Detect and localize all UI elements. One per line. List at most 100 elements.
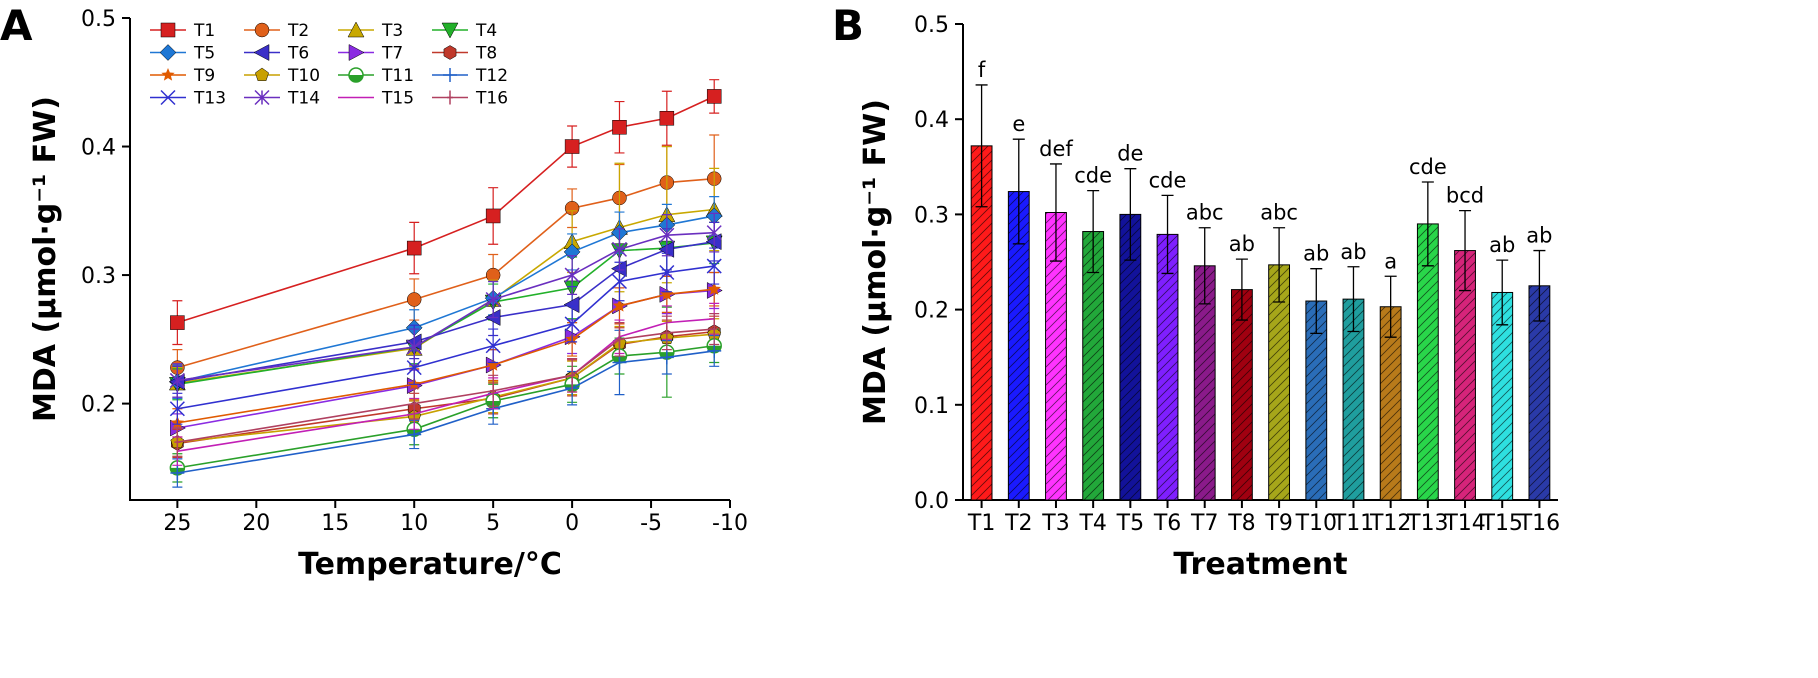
x-tick-label: T9 xyxy=(1264,511,1292,536)
bar-t9: abc T9 xyxy=(1260,201,1298,536)
legend-label: T1 xyxy=(193,21,215,41)
y-tick-label: 0.2 xyxy=(81,393,116,418)
y-tick-label: 0.2 xyxy=(914,299,949,324)
data-point xyxy=(706,225,722,241)
x-tick-label: -10 xyxy=(712,511,748,536)
error-bar xyxy=(975,84,988,208)
data-point xyxy=(707,282,721,295)
data-point xyxy=(486,358,500,371)
legend-item-t1: T1 xyxy=(150,21,215,41)
x-tick-label: T3 xyxy=(1041,511,1069,536)
bar-t14: bcd T14 xyxy=(1443,184,1485,536)
legend-item-t8: T8 xyxy=(432,44,497,64)
x-tick-label: 5 xyxy=(486,511,500,536)
error-bar xyxy=(1347,266,1360,333)
x-tick-label: T8 xyxy=(1227,511,1255,536)
series-t5 xyxy=(169,196,723,400)
bar-t3: def T3 xyxy=(1039,137,1073,536)
legend-label: T16 xyxy=(475,89,508,109)
series-t16 xyxy=(172,313,720,457)
series-line xyxy=(177,333,715,443)
x-axis-title: Treatment xyxy=(1173,547,1347,582)
series-t11 xyxy=(169,306,722,483)
y-axis-title: MDA (μmol·g⁻¹ FW) xyxy=(858,99,893,425)
error-bar xyxy=(1496,259,1509,326)
y-tick-label: 0.0 xyxy=(914,489,949,514)
data-point xyxy=(170,315,185,330)
panel-label-b: B xyxy=(832,1,864,50)
x-tick-label: T2 xyxy=(1004,511,1032,536)
legend-label: T2 xyxy=(287,21,309,41)
data-point xyxy=(659,350,674,365)
y-tick-label: 0.3 xyxy=(81,264,116,289)
legend-label: T5 xyxy=(193,44,215,64)
series-t4 xyxy=(168,221,723,401)
error-bar xyxy=(1235,258,1248,321)
series-line xyxy=(177,95,715,324)
bar-t16: ab T16 xyxy=(1518,224,1560,536)
significance-label: def xyxy=(1039,137,1073,161)
x-tick-label: 15 xyxy=(321,511,349,536)
legend-label: T14 xyxy=(287,89,320,109)
series-line xyxy=(177,177,715,369)
data-point xyxy=(706,89,722,104)
legend-label: T6 xyxy=(287,44,309,64)
legend-marker xyxy=(447,90,453,105)
error-bar xyxy=(1049,163,1062,262)
data-point xyxy=(564,267,580,283)
error-bar xyxy=(1273,227,1286,303)
error-bar xyxy=(1087,189,1100,274)
legend-label: T10 xyxy=(287,66,320,86)
y-tick-label: 0.4 xyxy=(81,136,116,161)
error-bar xyxy=(1198,227,1211,305)
data-point xyxy=(406,240,422,256)
y-tick-label: 0.5 xyxy=(914,13,949,38)
bar-t4: cde T4 xyxy=(1074,164,1112,536)
legend-item-t5: T5 xyxy=(150,44,215,64)
legend-item-t6: T6 xyxy=(244,44,309,64)
legend-marker xyxy=(443,45,457,60)
x-axis-title: Temperature/°C xyxy=(298,547,562,582)
data-point xyxy=(616,332,623,347)
bar-t2: e T2 xyxy=(1004,112,1032,536)
y-tick-label: 0.4 xyxy=(914,108,949,133)
data-point xyxy=(611,273,628,290)
data-point xyxy=(612,120,627,135)
x-tick-label: T16 xyxy=(1518,511,1560,536)
x-tick-label: T4 xyxy=(1078,511,1106,536)
legend-item-t2: T2 xyxy=(244,21,309,41)
data-point xyxy=(406,360,422,376)
x-tick-label: T1 xyxy=(967,511,995,536)
x-tick-label: T7 xyxy=(1190,511,1218,536)
x-tick-label: T14 xyxy=(1443,511,1485,536)
legend-marker xyxy=(159,44,177,61)
x-tick-label: 10 xyxy=(400,511,428,536)
legend-marker xyxy=(254,22,270,38)
x-tick-label: T11 xyxy=(1332,511,1374,536)
legend-item-t12: T12 xyxy=(432,66,508,86)
data-point xyxy=(569,368,576,383)
bar-t13: cde T13 xyxy=(1406,155,1448,536)
legend-label: T8 xyxy=(475,44,497,64)
legend-item-t14: T14 xyxy=(244,89,320,109)
series-line xyxy=(177,215,715,383)
legend-marker xyxy=(253,44,270,61)
data-point xyxy=(490,383,497,398)
bar-t1: f T1 xyxy=(967,58,995,536)
bar-t15: ab T15 xyxy=(1481,233,1523,536)
legend-marker xyxy=(254,89,270,106)
error-bar xyxy=(1384,275,1397,338)
error-bar xyxy=(1533,249,1546,322)
legend-marker xyxy=(160,22,176,38)
legend-marker xyxy=(347,21,365,38)
legend-item-t10: T10 xyxy=(244,66,320,86)
data-point xyxy=(564,139,580,154)
data-point xyxy=(169,401,185,417)
data-point xyxy=(659,227,675,243)
legend-marker xyxy=(443,68,457,82)
significance-label: a xyxy=(1384,249,1397,273)
error-bar xyxy=(1124,168,1137,261)
legend-marker xyxy=(348,67,364,83)
data-point xyxy=(485,291,501,308)
